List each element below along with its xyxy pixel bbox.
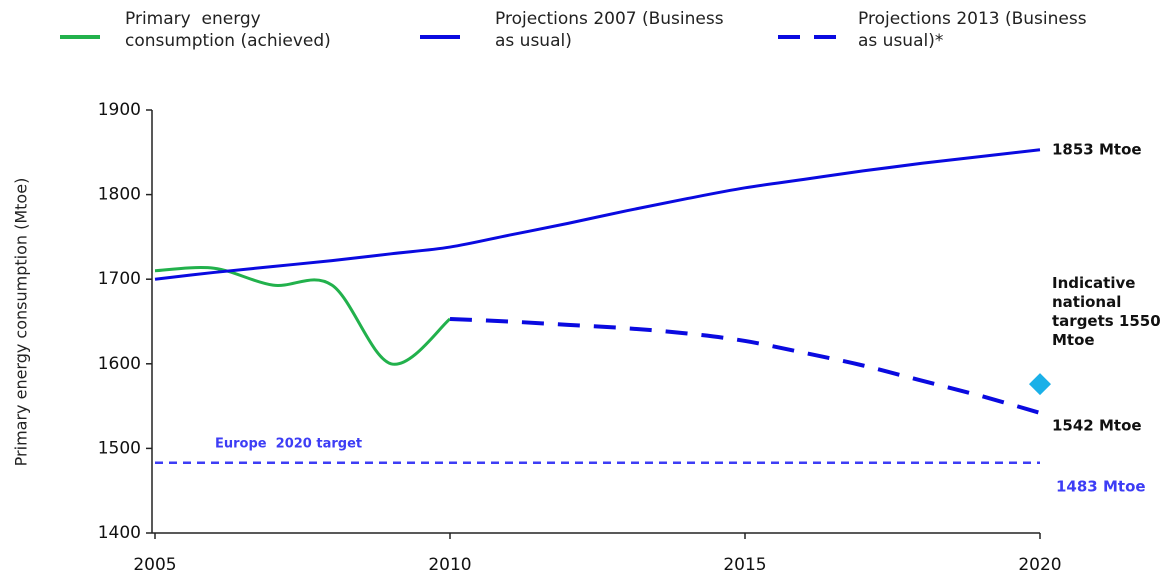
target-label: Europe 2020 target xyxy=(215,436,362,451)
target-marker xyxy=(1029,373,1051,396)
y-tick-label: 1700 xyxy=(98,269,141,289)
end-label: 1853 Mtoe xyxy=(1052,140,1142,158)
x-tick-label: 2020 xyxy=(1018,555,1061,575)
y-tick-label: 1500 xyxy=(98,438,141,458)
y-tick-label: 1400 xyxy=(98,523,141,543)
marker-label: Indicative national targets 1550 Mtoe xyxy=(1052,274,1161,349)
legend-label: Projections 2007 (Business as usual) xyxy=(495,9,729,51)
y-axis-label: Primary energy consumption (Mtoe) xyxy=(12,178,31,467)
end-label: 1542 Mtoe xyxy=(1052,416,1142,434)
x-tick-label: 2005 xyxy=(133,555,176,575)
y-tick-label: 1900 xyxy=(98,100,141,120)
series-line xyxy=(154,148,1041,281)
target-value-label: 1483 Mtoe xyxy=(1056,477,1146,495)
x-tick-label: 2015 xyxy=(723,555,766,575)
x-tick-label: 2010 xyxy=(428,555,471,575)
series-line xyxy=(449,316,1041,415)
legend-label: Primary energy consumption (achieved) xyxy=(125,9,331,51)
y-tick-label: 1800 xyxy=(98,185,141,205)
series-line xyxy=(154,266,451,366)
legend-label: Projections 2013 (Business as usual)* xyxy=(858,9,1092,51)
y-tick-label: 1600 xyxy=(98,354,141,374)
